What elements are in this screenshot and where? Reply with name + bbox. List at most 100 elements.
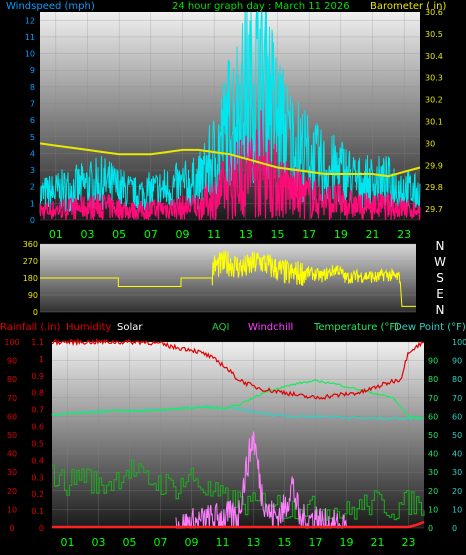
dewpoint-y-tick-label: 10: [452, 505, 462, 514]
windchill-line: [175, 431, 347, 529]
rainfall-y-tick-label: 1.1: [31, 338, 44, 347]
humidity-legend-label: Humidity: [66, 322, 111, 333]
wind-x-tick-label: 13: [239, 228, 253, 241]
temperature-y-tick-label: 0: [428, 524, 433, 533]
wind-y-tick-label: 9: [30, 66, 35, 75]
direction-y-tick-label: 180: [23, 274, 38, 283]
rainfall-y-tick-label: 0.5: [31, 439, 44, 448]
lower-x-tick-label: 05: [123, 536, 137, 549]
barometer-y-tick-label: 29.7: [425, 205, 443, 214]
temperature-y-tick-label: 10: [428, 505, 438, 514]
rainfall-y-tick-label: 0.8: [31, 389, 44, 398]
dewpoint-y-tick-label: 60: [452, 412, 462, 421]
wind-x-tick-label: 09: [176, 228, 190, 241]
barometer-y-tick-label: 29.8: [425, 183, 443, 192]
wind-y-tick-label: 6: [30, 116, 35, 125]
wind-x-tick-label: 21: [366, 228, 380, 241]
wind-average-line: [39, 110, 421, 222]
compass-label: W: [434, 255, 446, 269]
wind-y-tick-label: 10: [25, 50, 35, 59]
dewpoint-y-tick-label: 100: [452, 338, 466, 347]
barometer-y-tick-label: 30.2: [425, 96, 443, 105]
dewpoint-y-tick-label: 20: [452, 487, 462, 496]
humidity-y-tick-label: 80: [7, 375, 17, 384]
barometer-y-tick-label: 29.9: [425, 161, 443, 170]
rainfall-y-tick-label: 1: [39, 355, 44, 364]
lower-x-tick-labels: 01 03 05 07 09 11 13 15 17 19 21 23: [61, 536, 416, 549]
barometer-y-tick-label: 30.1: [425, 117, 443, 126]
lower-x-tick-label: 19: [340, 536, 354, 549]
dewpoint-y-tick-label: 40: [452, 450, 462, 459]
wind-y-tick-label: 2: [30, 183, 35, 192]
lower-x-tick-label: 09: [185, 536, 199, 549]
humidity-y-tick-label: 90: [7, 357, 17, 366]
temperature-y-tick-label: 40: [428, 450, 438, 459]
rainfall-y-tick-label: 0.6: [31, 423, 44, 432]
dewpoint-y-tick-label: 50: [452, 431, 462, 440]
aqi-line: [52, 459, 425, 523]
barometer-y-tick-label: 30.3: [425, 74, 443, 83]
chart-title: 24 hour graph day : March 11 2026: [172, 1, 350, 12]
wind-direction-line: [40, 250, 416, 307]
rainfall-y-tick-label: 0.3: [31, 473, 44, 482]
rainfall-y-tick-label: 0: [39, 524, 44, 533]
lower-x-tick-label: 23: [402, 536, 416, 549]
wind-x-tick-label: 05: [112, 228, 126, 241]
humidity-y-tick-label: 10: [7, 505, 17, 514]
rainfall-y-tick-label: 0.2: [31, 490, 44, 499]
wind-y-tick-label: 1: [30, 199, 35, 208]
humidity-y-tick-label: 0: [9, 524, 14, 533]
temperature-y-tick-label: 30: [428, 468, 438, 477]
direction-y-tick-label: 90: [28, 291, 38, 300]
wind-y-tick-label: 12: [25, 16, 35, 25]
lower-x-tick-label: 15: [278, 536, 292, 549]
lower-x-tick-label: 11: [216, 536, 230, 549]
lower-x-tick-label: 21: [371, 536, 385, 549]
wind-y-tick-label: 4: [30, 149, 35, 158]
direction-y-tick-label: 270: [23, 257, 38, 266]
humidity-y-tick-label: 30: [7, 468, 17, 477]
aqi-legend-label: AQI: [212, 322, 230, 333]
wind-gust-line: [39, 11, 421, 214]
wind-x-tick-label: 03: [81, 228, 95, 241]
wind-y-tick-label: 11: [25, 33, 35, 42]
rainfall-line: [52, 520, 425, 529]
wind-x-tick-label: 17: [302, 228, 316, 241]
direction-y-tick-label: 360: [23, 240, 38, 249]
barometer-line: [39, 142, 421, 178]
dewpoint-y-tick-label: 30: [452, 468, 462, 477]
temperature-y-tick-label: 90: [428, 357, 438, 366]
temperature-y-tick-label: 60: [428, 412, 438, 421]
lower-x-tick-label: 01: [61, 536, 75, 549]
wind-x-tick-label: 15: [271, 228, 285, 241]
temperature-panel: 010203040506070809010000.10.20.30.40.50.…: [4, 337, 466, 533]
temperature-y-tick-label: 70: [428, 394, 438, 403]
wind-x-tick-label: 23: [397, 228, 411, 241]
lower-x-tick-label: 17: [309, 536, 323, 549]
wind-x-tick-label: 11: [207, 228, 221, 241]
wind-y-tick-label: 5: [30, 133, 35, 142]
dewpoint-y-tick-label: 90: [452, 357, 462, 366]
humidity-y-tick-label: 50: [7, 431, 17, 440]
lower-x-tick-label: 13: [247, 536, 261, 549]
wind-y-tick-label: 0: [30, 216, 35, 225]
direction-y-tick-label: 0: [33, 308, 38, 317]
compass-label: N: [436, 239, 445, 253]
humidity-y-tick-label: 70: [7, 394, 17, 403]
wind-y-tick-label: 8: [30, 83, 35, 92]
wind-x-tick-labels: 01 03 05 07 09 11 13 15 17 19 21 23: [49, 228, 411, 241]
rainfall-y-tick-label: 0.7: [31, 406, 44, 415]
compass-label: S: [436, 271, 444, 285]
humidity-y-tick-label: 60: [7, 412, 17, 421]
humidity-y-tick-label: 20: [7, 487, 17, 496]
rainfall-y-tick-label: 0.4: [31, 456, 44, 465]
barometer-y-tick-label: 30.6: [425, 8, 443, 17]
compass-label: E: [436, 287, 444, 301]
dewpoint-y-tick-label: 80: [452, 375, 462, 384]
temperature-y-tick-label: 80: [428, 375, 438, 384]
lower-x-tick-label: 03: [92, 536, 106, 549]
wind-x-tick-label: 19: [334, 228, 348, 241]
humidity-y-tick-label: 100: [4, 338, 19, 347]
